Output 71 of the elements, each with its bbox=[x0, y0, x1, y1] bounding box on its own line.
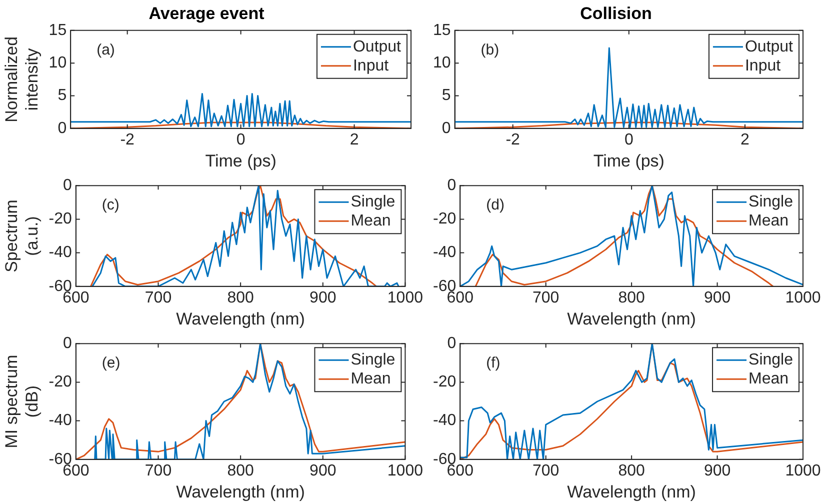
x-tick-label: 800 bbox=[618, 289, 646, 306]
annotation: (b) bbox=[480, 42, 500, 59]
x-axis-title: Wavelength (nm) bbox=[176, 309, 305, 328]
legend-label: Mean bbox=[748, 370, 789, 388]
legend-label: Input bbox=[744, 57, 782, 74]
y-tick-label: 0 bbox=[58, 120, 67, 137]
legend-label: Single bbox=[748, 194, 794, 211]
x-tick-label: 1000 bbox=[387, 462, 424, 480]
legend-label: Mean bbox=[350, 212, 391, 230]
x-tick-label: 1000 bbox=[387, 289, 424, 306]
y-tick-label: -20 bbox=[48, 210, 72, 228]
annotation: (d) bbox=[486, 196, 504, 214]
legend-label: Single bbox=[748, 352, 794, 369]
y-tick-label: 0 bbox=[63, 177, 72, 194]
y-tick-label: 15 bbox=[48, 22, 67, 39]
x-axis-title: Wavelength (nm) bbox=[567, 309, 696, 328]
x-tick-label: 800 bbox=[618, 462, 646, 480]
chart-title: Collision bbox=[580, 4, 652, 23]
x-tick-label: 900 bbox=[704, 289, 731, 306]
y-tick-label: -40 bbox=[433, 412, 456, 430]
y-tick-label: -40 bbox=[48, 244, 72, 262]
y-axis-title: MI spectrum (dB) bbox=[2, 354, 42, 448]
y-tick-label: 5 bbox=[58, 87, 67, 104]
legend-label: Output bbox=[352, 38, 402, 56]
x-tick-label: 0 bbox=[236, 131, 246, 148]
y-tick-label: -40 bbox=[48, 412, 72, 430]
y-tick-label: -20 bbox=[433, 210, 456, 228]
x-tick-label: 700 bbox=[532, 289, 560, 306]
y-axis-title: Spectrum (a.u.) bbox=[2, 200, 42, 272]
annotation: (a) bbox=[96, 42, 115, 59]
x-tick-label: -2 bbox=[506, 131, 520, 148]
annotation: (c) bbox=[102, 196, 120, 214]
annotation: (f) bbox=[486, 354, 500, 372]
legend-label: Single bbox=[350, 194, 396, 211]
legend-label: Single bbox=[350, 352, 396, 369]
y-tick-label: 10 bbox=[48, 54, 67, 72]
x-tick-label: 800 bbox=[227, 462, 254, 480]
chart-title: Average event bbox=[148, 4, 265, 23]
x-axis-title: Time (ps) bbox=[205, 151, 276, 170]
y-tick-label: 0 bbox=[442, 120, 451, 137]
y-tick-label: 5 bbox=[442, 87, 451, 104]
y-tick-label: -20 bbox=[48, 374, 72, 391]
y-tick-label: 10 bbox=[433, 54, 451, 72]
x-tick-label: 800 bbox=[227, 289, 254, 306]
x-tick-label: 1000 bbox=[785, 462, 821, 480]
y-tick-label: -20 bbox=[433, 374, 456, 391]
y-tick-label: 0 bbox=[447, 335, 456, 352]
x-tick-label: 1000 bbox=[785, 289, 821, 306]
x-tick-label: 2 bbox=[740, 131, 750, 148]
x-axis-title: Wavelength (nm) bbox=[567, 482, 696, 502]
y-tick-label: -40 bbox=[433, 244, 456, 262]
legend-label: Input bbox=[352, 57, 390, 74]
y-axis-title: Normalized intensity bbox=[2, 36, 42, 122]
x-tick-label: -2 bbox=[120, 131, 135, 148]
legend-label: Mean bbox=[350, 370, 391, 388]
x-tick-label: 900 bbox=[310, 289, 336, 306]
x-tick-label: 900 bbox=[310, 462, 336, 480]
x-tick-label: 700 bbox=[144, 462, 172, 480]
x-tick-label: 2 bbox=[350, 131, 359, 148]
y-tick-label: 15 bbox=[433, 22, 451, 39]
annotation: (e) bbox=[102, 354, 120, 372]
x-tick-label: 700 bbox=[532, 462, 560, 480]
x-axis-title: Time (ps) bbox=[593, 151, 664, 170]
x-tick-label: 900 bbox=[704, 462, 731, 480]
x-tick-label: 700 bbox=[144, 289, 172, 306]
y-tick-label: 0 bbox=[63, 335, 72, 352]
y-tick-label: 0 bbox=[447, 177, 456, 194]
legend-label: Mean bbox=[748, 212, 789, 230]
legend-label: Output bbox=[744, 38, 794, 56]
x-tick-label: 0 bbox=[624, 131, 634, 148]
x-axis-title: Wavelength (nm) bbox=[176, 482, 305, 502]
